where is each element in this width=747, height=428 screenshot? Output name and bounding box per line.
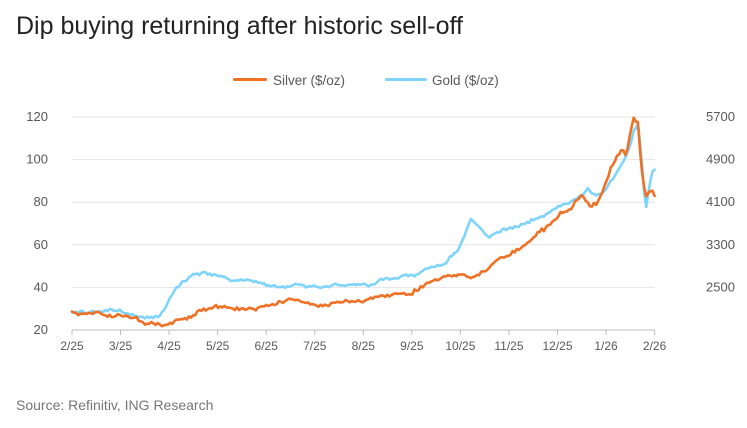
- svg-text:8/25: 8/25: [352, 339, 376, 353]
- svg-text:9/25: 9/25: [400, 339, 424, 353]
- svg-text:80: 80: [34, 194, 48, 209]
- svg-text:2500: 2500: [706, 279, 735, 294]
- svg-text:5/25: 5/25: [206, 339, 230, 353]
- svg-text:5700: 5700: [706, 109, 735, 124]
- svg-text:40: 40: [34, 279, 48, 294]
- svg-text:6/25: 6/25: [255, 339, 279, 353]
- svg-text:1/26: 1/26: [594, 339, 618, 353]
- svg-text:10/25: 10/25: [445, 339, 475, 353]
- svg-text:3300: 3300: [706, 237, 735, 252]
- svg-text:60: 60: [34, 237, 48, 252]
- svg-text:120: 120: [26, 109, 48, 124]
- svg-text:12/25: 12/25: [542, 339, 572, 353]
- svg-text:4/25: 4/25: [157, 339, 181, 353]
- svg-text:11/25: 11/25: [494, 339, 523, 353]
- svg-text:2/26: 2/26: [643, 339, 667, 353]
- svg-text:4900: 4900: [706, 152, 735, 167]
- svg-text:100: 100: [26, 152, 48, 167]
- svg-text:2/25: 2/25: [60, 339, 84, 353]
- svg-text:3/25: 3/25: [109, 339, 133, 353]
- svg-text:4100: 4100: [706, 194, 735, 209]
- svg-text:20: 20: [34, 322, 48, 337]
- svg-text:7/25: 7/25: [303, 339, 327, 353]
